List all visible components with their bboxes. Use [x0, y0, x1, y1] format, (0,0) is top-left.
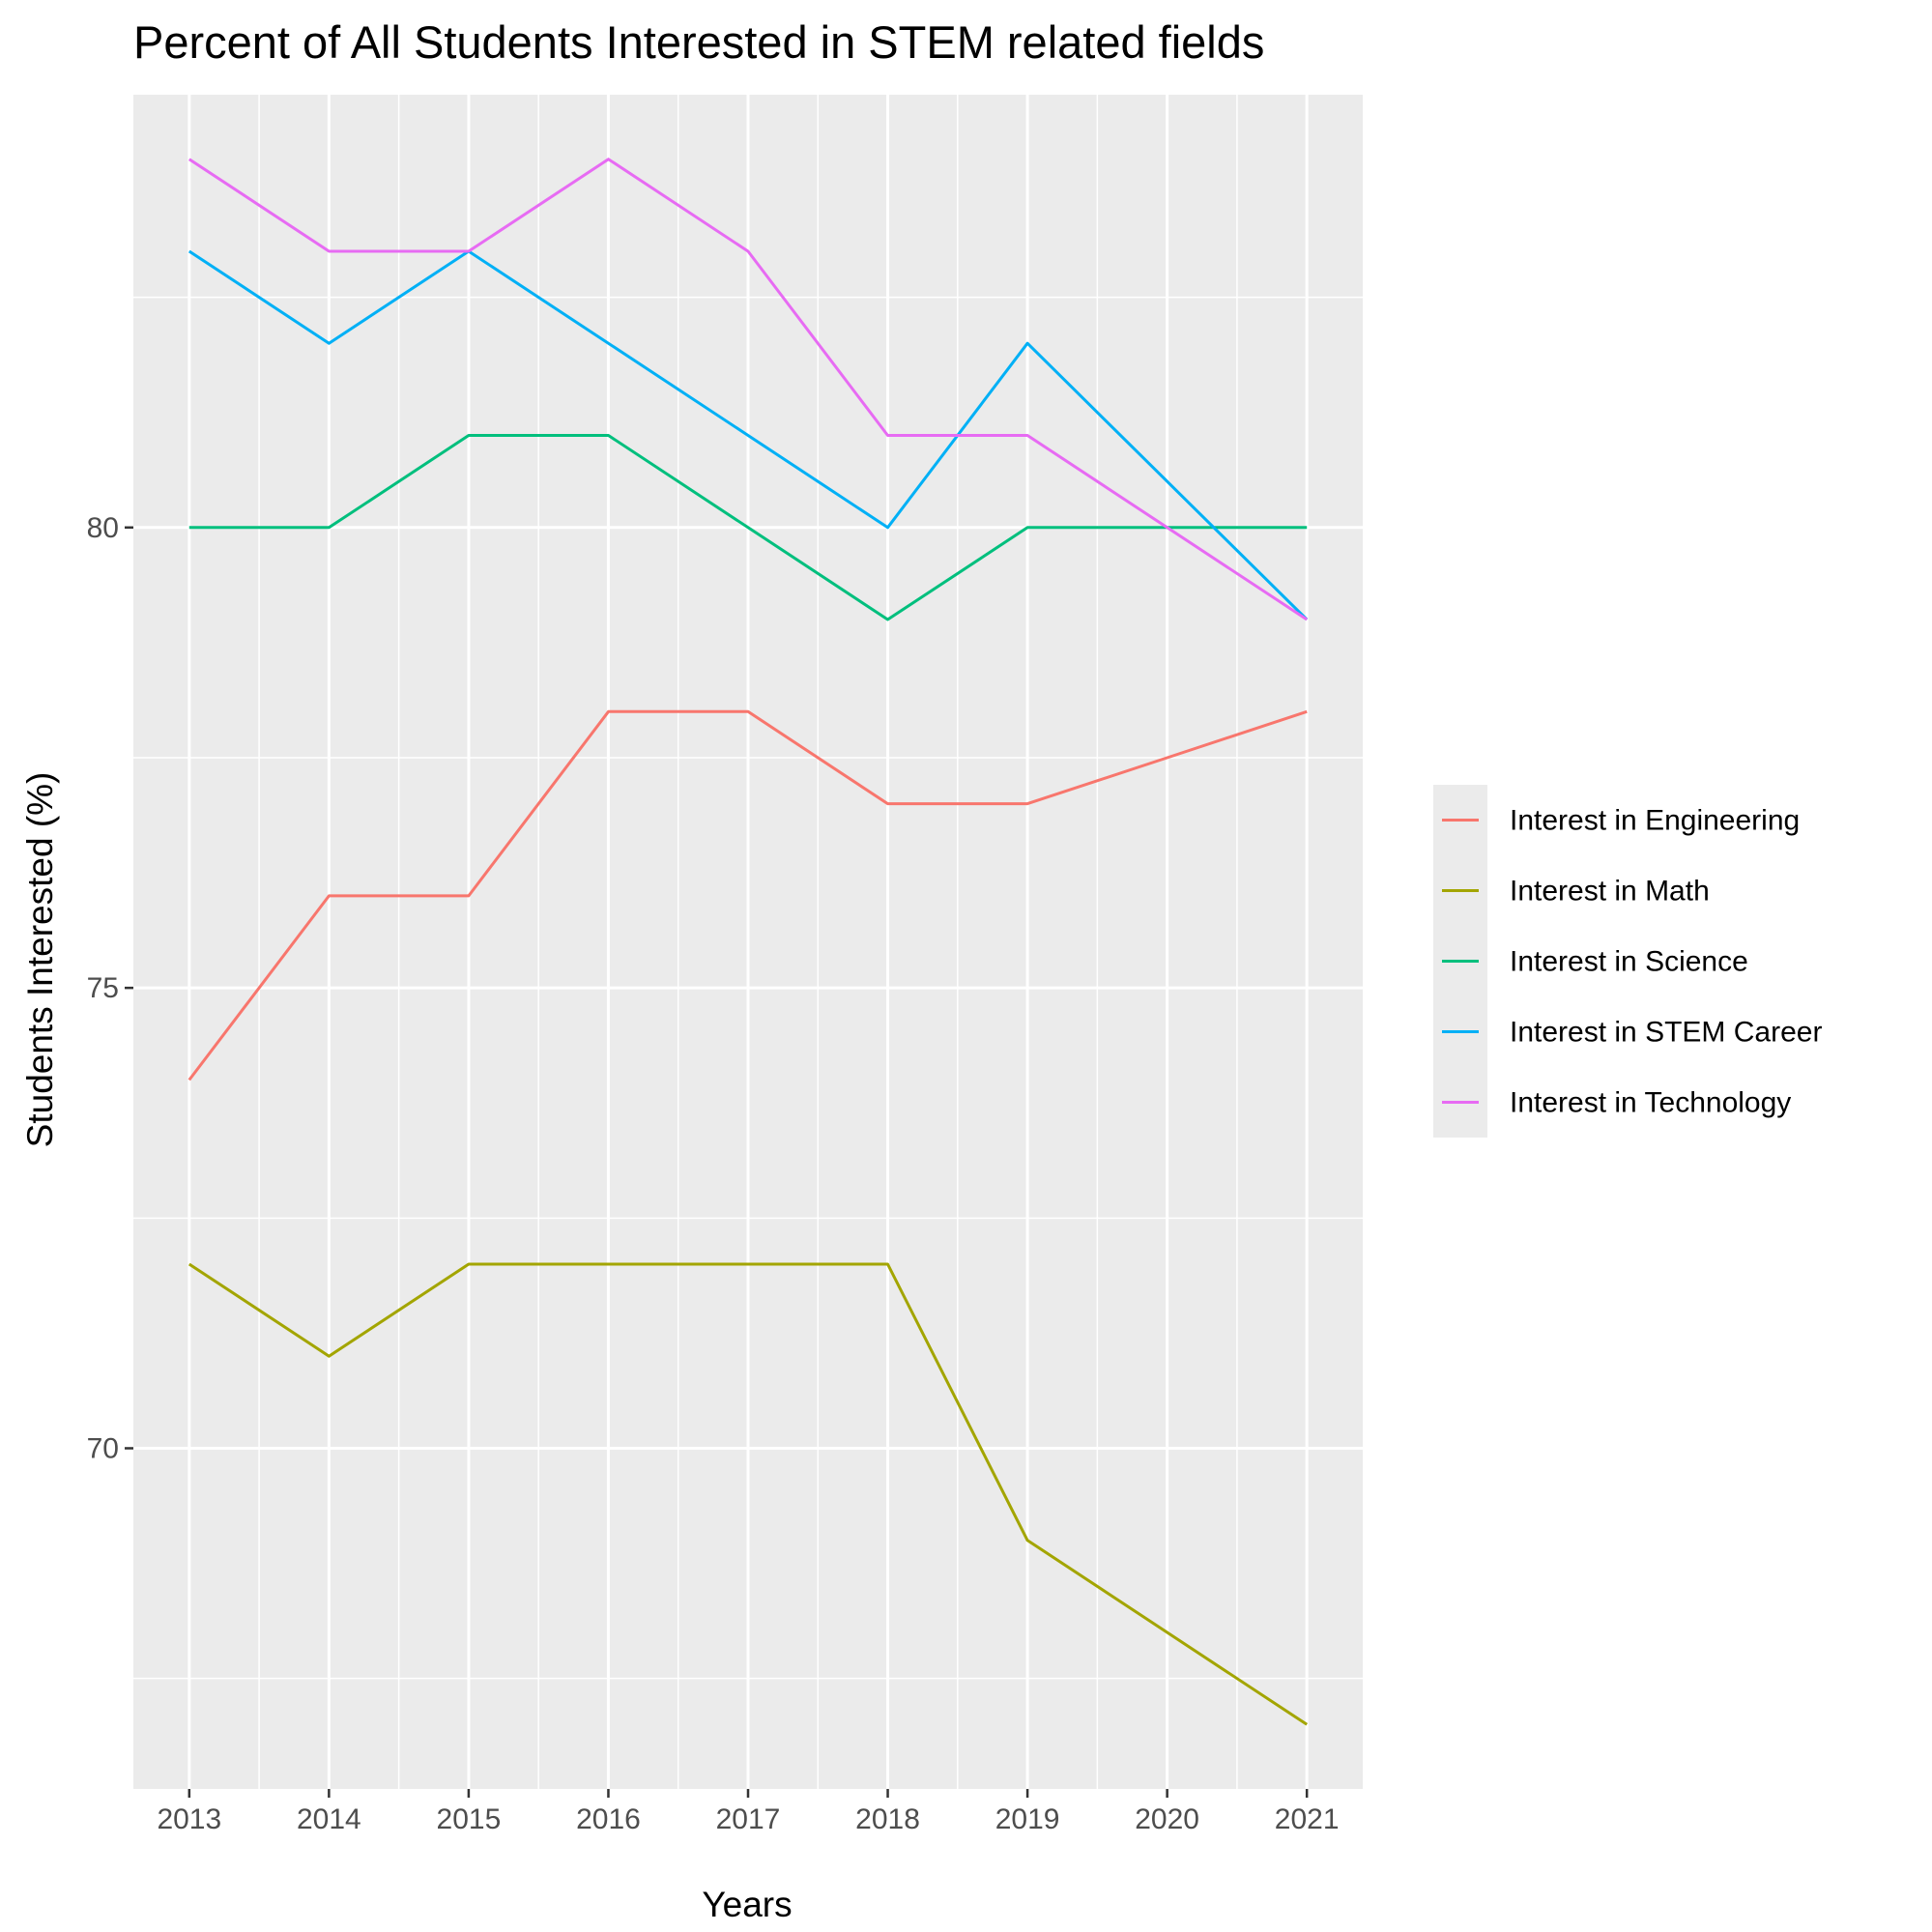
y-axis: 70 75 80: [87, 512, 133, 1464]
legend-label-0: Interest in Engineering: [1510, 805, 1800, 837]
x-tick-label: 2020: [1135, 1803, 1199, 1835]
y-tick-label: 70: [87, 1432, 119, 1464]
legend-label-3: Interest in STEM Career: [1510, 1017, 1822, 1049]
x-tick-label: 2013: [157, 1803, 221, 1835]
legend-label-1: Interest in Math: [1510, 876, 1710, 908]
series-line-0: [187, 709, 1308, 1081]
x-tick-label: 2015: [437, 1803, 502, 1835]
legend: Interest in Engineering Interest in Math I…: [1433, 785, 1822, 1138]
x-tick-label: 2019: [995, 1803, 1060, 1835]
x-tick-label: 2021: [1275, 1803, 1340, 1835]
x-tick-label: 2014: [297, 1803, 361, 1835]
legend-label-4: Interest in Technology: [1510, 1087, 1791, 1119]
series-line-1: [187, 1262, 1309, 1726]
grid-major: [133, 95, 1363, 1789]
legend-label-2: Interest in Science: [1510, 946, 1748, 978]
y-axis-title: Students Interested (%): [20, 772, 60, 1148]
x-tick-label: 2018: [855, 1803, 920, 1835]
x-axis: 2013 2014 2015 2016 2017 2018 2019 2020 2021: [157, 1789, 1340, 1835]
chart-title: Percent of All Students Interested in ST…: [133, 16, 1264, 68]
x-tick-label: 2017: [716, 1803, 781, 1835]
y-tick-label: 80: [87, 512, 119, 544]
x-axis-title: Years: [702, 1885, 792, 1924]
y-tick-label: 75: [87, 972, 119, 1004]
series-line-4: [187, 158, 1309, 621]
series-lines: [187, 158, 1309, 1726]
series-line-2: [188, 434, 1308, 621]
x-tick-label: 2016: [576, 1803, 641, 1835]
series-line-3: [187, 249, 1309, 621]
